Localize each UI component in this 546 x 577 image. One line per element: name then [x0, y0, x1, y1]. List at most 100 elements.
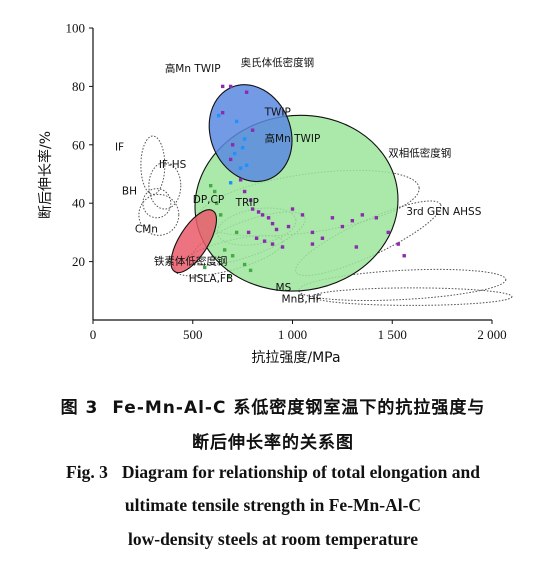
axes-layer: 0 500 1 000 1 500 2 000 20 40 60 80 100 — [66, 21, 507, 343]
caption-zh-line2: 断后伸长率的关系图 — [192, 433, 354, 453]
caption-zh-text1: Fe-Mn-Al-C 系低密度钢室温下的抗拉强度与 — [112, 398, 486, 418]
y-tick-label-3: 80 — [72, 79, 85, 94]
data-point-s2-0 — [209, 183, 213, 188]
data-point-s0-30 — [386, 230, 390, 235]
region-if-hs-3 — [148, 161, 182, 210]
data-point-s1-5 — [240, 146, 245, 150]
caption-en-text1: Diagram for relationship of total elonga… — [121, 462, 480, 482]
data-point-s0-14 — [270, 221, 275, 226]
caption-zh-label: 图 3 — [60, 398, 99, 418]
data-point-s0-23 — [310, 230, 315, 235]
annotation-14: MS — [276, 282, 292, 294]
data-point-s0-0 — [220, 84, 225, 89]
data-point-s0-18 — [262, 239, 267, 243]
data-point-s2-1 — [212, 189, 217, 194]
data-point-s2-8 — [203, 265, 207, 270]
x-tick-label-3: 1 500 — [378, 327, 407, 342]
data-point-s0-32 — [402, 254, 406, 258]
data-point-s0-4 — [220, 110, 225, 115]
data-point-s0-28 — [360, 213, 365, 217]
data-point-s0-1 — [228, 84, 233, 89]
data-point-s2-5 — [230, 254, 235, 258]
data-point-s0-25 — [330, 216, 335, 220]
data-point-s1-1 — [234, 119, 239, 124]
data-point-s1-7 — [242, 137, 247, 141]
annotation-11: CMn — [135, 223, 158, 235]
data-point-s2-9 — [226, 274, 231, 278]
points-layer — [203, 84, 406, 278]
data-point-s0-13 — [266, 216, 271, 220]
annotation-10: 3rd GEN AHSS — [406, 206, 482, 218]
data-point-s0-3 — [250, 128, 255, 132]
data-point-s1-2 — [238, 166, 243, 170]
data-point-s0-27 — [350, 219, 355, 223]
data-point-s2-4 — [222, 248, 227, 252]
region-mnb-hf-10 — [311, 287, 513, 306]
data-point-s0-5 — [230, 143, 235, 147]
data-point-s2-10 — [234, 230, 239, 235]
data-point-s2-6 — [242, 262, 247, 267]
data-point-s1-4 — [232, 151, 237, 156]
x-axis-title: 抗拉强度/MPa — [251, 350, 340, 366]
data-point-s0-8 — [242, 189, 247, 194]
caption-zh-line1: 图 3 Fe-Mn-Al-C 系低密度钢室温下的抗拉强度与 — [0, 393, 546, 418]
data-point-s0-7 — [238, 178, 243, 182]
annotation-15: MnB,HF — [282, 293, 322, 305]
caption-en-line3: low-density steels at room temperature — [128, 529, 418, 549]
x-tick-label-1: 500 — [183, 327, 203, 342]
y-tick-label-0: 20 — [72, 254, 85, 269]
data-point-s0-20 — [280, 245, 285, 249]
caption-en-line2: ultimate tensile strength in Fe-Mn-Al-C — [124, 495, 422, 515]
region-ms-1 — [298, 268, 507, 302]
data-point-s0-21 — [290, 207, 295, 211]
x-tick-label-0: 0 — [90, 327, 97, 342]
annotation-6: IF-HS — [159, 159, 187, 171]
annotation-9: TRIP — [235, 197, 259, 209]
data-point-s0-19 — [270, 242, 275, 246]
data-point-s0-10 — [250, 207, 255, 211]
annotation-0: 奥氏体低密度钢 — [241, 56, 315, 69]
regions-layer — [138, 84, 513, 306]
data-point-s0-11 — [256, 210, 261, 214]
annotation-1: 高Mn TWIP — [165, 62, 221, 75]
data-point-s2-3 — [218, 213, 223, 217]
x-tick-label-2: 1 000 — [278, 327, 307, 342]
annotation-5: IF — [115, 142, 124, 154]
data-point-s0-6 — [228, 157, 233, 162]
data-point-s1-3 — [244, 163, 249, 167]
annotation-13: HSLA,FB — [189, 273, 233, 285]
region-bh-4 — [142, 188, 172, 219]
annotation-4: 双相低密度钢 — [388, 146, 451, 159]
x-tick-label-4: 2 000 — [477, 327, 506, 342]
data-point-s0-22 — [300, 213, 305, 217]
region-cn-13 — [170, 209, 218, 274]
data-point-s0-26 — [340, 224, 345, 229]
y-axis-title: 断后伸长率/% — [37, 131, 54, 219]
data-point-s2-2 — [214, 201, 219, 205]
data-point-s0-9 — [248, 198, 253, 202]
annotation-2: TWIP — [264, 107, 291, 119]
caption-en-label: Fig. 3 — [66, 462, 108, 482]
data-point-s0-2 — [244, 90, 249, 94]
data-point-s0-29 — [374, 216, 378, 220]
data-point-s0-16 — [246, 230, 251, 235]
data-point-s0-34 — [310, 242, 315, 246]
y-tick-label-1: 40 — [72, 196, 85, 211]
data-point-s0-35 — [286, 224, 291, 229]
elongation-strength-chart: 0 500 1 000 1 500 2 000 20 40 60 80 100 奥氏体低密度钢 高M… — [37, 21, 513, 366]
data-point-s0-17 — [254, 236, 259, 240]
region-cmn-5 — [138, 193, 180, 236]
data-point-s0-31 — [396, 242, 400, 246]
data-point-s2-7 — [248, 268, 253, 273]
annotation-7: BH — [122, 185, 137, 197]
annotation-8: DP,CP — [193, 194, 224, 206]
data-point-s0-24 — [320, 236, 325, 240]
data-point-s1-6 — [228, 181, 233, 185]
y-tick-label-2: 60 — [72, 137, 85, 152]
data-point-s0-33 — [354, 245, 359, 249]
y-tick-label-4: 100 — [66, 21, 86, 36]
annotation-12: 铁素体低密度钢 — [154, 255, 228, 268]
data-point-s0-15 — [274, 227, 279, 232]
region-if-2 — [140, 135, 166, 195]
